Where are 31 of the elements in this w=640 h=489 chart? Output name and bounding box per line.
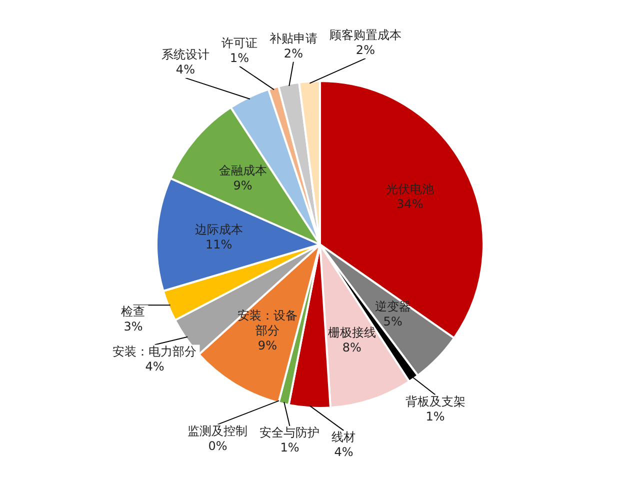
data-label: 4% (334, 445, 354, 460)
category-label: 监测及控制 (188, 424, 248, 438)
data-label: 2% (356, 43, 375, 58)
data-label: 1% (426, 409, 445, 424)
data-label: 2% (284, 46, 303, 60)
data-label: 9% (258, 338, 277, 352)
data-label: 8% (342, 340, 362, 354)
slice-label: 金融成本 (218, 163, 267, 178)
slice-label: 安全与防护 (260, 426, 320, 440)
slice-label: 安装：电力部分 (112, 344, 197, 358)
data-label: 34% (396, 197, 424, 212)
slice-label: 逆变器 (374, 300, 411, 314)
text: 0% (208, 439, 228, 454)
slice-label: 检查 (121, 304, 146, 319)
data-label: 5% (383, 314, 402, 329)
slice-label: 许可证 (221, 36, 258, 50)
data-label: 4% (145, 359, 164, 374)
slice-label: 顾客购置成本 (329, 28, 402, 42)
data-label: 1% (230, 50, 249, 65)
data-label: 9% (233, 178, 252, 192)
data-label: 11% (206, 238, 232, 252)
data-label: 4% (176, 62, 195, 77)
slice-label: 光伏电池 (386, 182, 434, 196)
data-label: 3% (124, 320, 143, 334)
slice-label: 补贴申请 (269, 31, 318, 46)
slice-label: 线材 (332, 430, 356, 444)
slice-label: 边际成本 (194, 222, 243, 237)
slice-label: 栅极接线 (328, 325, 376, 340)
slice-label: 系统设计 (161, 48, 210, 62)
slice-label: 背板及支架 (405, 394, 466, 408)
data-label: 1% (280, 440, 300, 455)
